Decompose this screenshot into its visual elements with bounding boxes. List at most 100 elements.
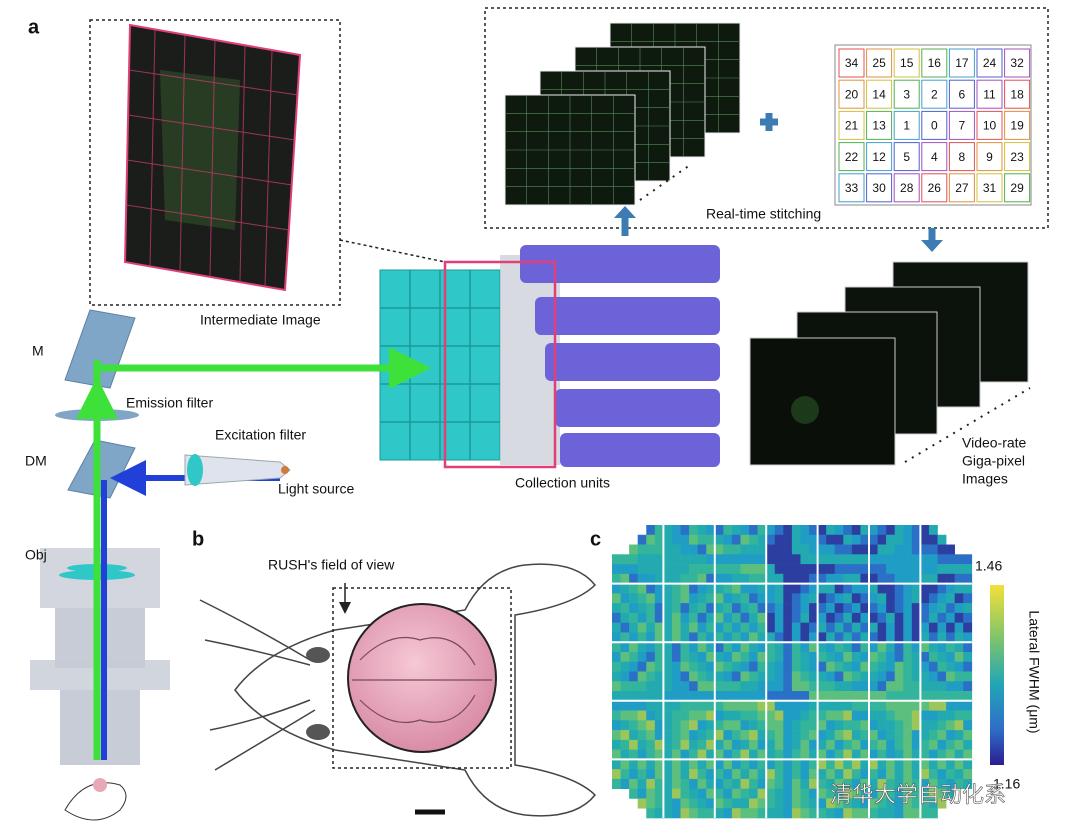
heat-cell xyxy=(663,622,673,633)
heat-cell xyxy=(920,691,930,702)
heat-cell xyxy=(740,691,750,702)
heat-cell xyxy=(937,710,947,721)
heat-cell xyxy=(911,651,921,663)
heat-cell xyxy=(869,534,878,545)
heat-cell xyxy=(946,691,955,702)
heat-cell xyxy=(809,593,818,604)
heat-cell xyxy=(937,573,947,584)
heat-cell xyxy=(697,564,707,575)
heat-cell xyxy=(637,798,647,809)
heat-cell xyxy=(740,798,750,809)
heat-cell xyxy=(963,593,973,604)
heat-cell xyxy=(757,739,767,750)
caption: Giga-pixel xyxy=(962,453,1025,469)
heat-cell xyxy=(663,778,673,789)
heat-cell xyxy=(757,661,767,672)
heat-cell xyxy=(894,622,904,633)
heat-cell xyxy=(654,554,664,565)
heat-cell xyxy=(843,691,853,702)
heat-cell xyxy=(646,525,656,536)
tile-id: 27 xyxy=(955,181,969,195)
tile-id: 19 xyxy=(1010,119,1024,133)
heat-cell xyxy=(757,525,767,536)
heat-cell xyxy=(920,544,930,555)
heat-cell xyxy=(894,544,904,555)
heat-cell xyxy=(663,739,673,750)
heat-cell xyxy=(826,612,836,623)
heat-cell xyxy=(791,583,801,594)
heat-cell xyxy=(946,651,955,663)
heat-cell xyxy=(697,798,707,809)
heat-cell xyxy=(671,671,681,682)
tile xyxy=(976,79,1003,109)
heat-cell xyxy=(826,681,836,692)
heat-cell xyxy=(654,632,664,643)
heat-cell xyxy=(689,739,698,750)
heat-cell xyxy=(766,564,776,575)
heat-cell xyxy=(809,778,818,789)
heat-cell xyxy=(817,739,827,750)
heat-cell xyxy=(920,808,930,819)
heat-cell xyxy=(646,544,656,555)
heat-cell xyxy=(680,583,690,594)
heat-cell xyxy=(680,642,690,653)
heat-cell xyxy=(646,778,656,789)
heat-cell xyxy=(800,583,810,594)
optics: M Emission filter DM Excitation filter L… xyxy=(25,309,431,821)
heat-cell xyxy=(723,749,733,760)
tile-id: 9 xyxy=(986,150,993,164)
heat-cell xyxy=(731,808,741,819)
heat-cell xyxy=(809,769,818,780)
heat-cell xyxy=(697,603,707,614)
heat-cell xyxy=(637,642,647,653)
heat-cell xyxy=(620,603,630,614)
heat-cell xyxy=(740,671,750,682)
heat-cell xyxy=(646,632,656,643)
heat-cell xyxy=(629,710,638,721)
heat-cell xyxy=(757,720,767,731)
heat-cell xyxy=(663,564,673,575)
tile xyxy=(838,142,865,172)
heat-cell xyxy=(671,564,681,575)
heat-cell xyxy=(843,769,853,780)
heat-cell xyxy=(612,642,621,653)
heat-cell xyxy=(800,593,810,604)
heat-cell xyxy=(654,661,664,672)
heat-cell xyxy=(851,593,861,604)
heat-cell xyxy=(851,710,861,721)
heat-cell xyxy=(637,739,647,750)
heat-cell xyxy=(766,583,776,594)
heat-cell xyxy=(620,573,630,584)
heat-cell xyxy=(817,798,827,809)
heat-cell xyxy=(783,622,793,633)
heat-cell xyxy=(620,759,630,770)
heat-cell xyxy=(689,700,698,711)
tile-id: 21 xyxy=(845,119,859,133)
heat-cell xyxy=(774,749,784,760)
heat-cell xyxy=(800,525,810,536)
heat-cell xyxy=(920,720,930,731)
heat-cell xyxy=(714,700,724,711)
heat-cell xyxy=(706,661,716,672)
heat-cell xyxy=(783,691,793,702)
heat-cell xyxy=(783,544,793,555)
heat-cell xyxy=(671,769,681,780)
heat-cell xyxy=(843,798,853,809)
heat-cell xyxy=(629,642,638,653)
heat-cell xyxy=(637,710,647,721)
panel-label: b xyxy=(192,528,204,550)
heat-cell xyxy=(809,759,818,770)
heat-cell xyxy=(903,681,913,692)
heat-cell xyxy=(663,808,673,819)
heat-cell xyxy=(791,612,801,623)
heat-cell xyxy=(671,778,681,789)
heat-cell xyxy=(646,798,656,809)
heat-cell xyxy=(928,651,938,663)
heat-cell xyxy=(671,710,681,721)
heat-cell xyxy=(637,632,647,643)
heat-cell xyxy=(886,544,895,555)
heat-cell xyxy=(731,593,741,604)
heat-cell xyxy=(928,769,938,780)
tile xyxy=(866,142,893,172)
heat-cell xyxy=(723,720,733,731)
